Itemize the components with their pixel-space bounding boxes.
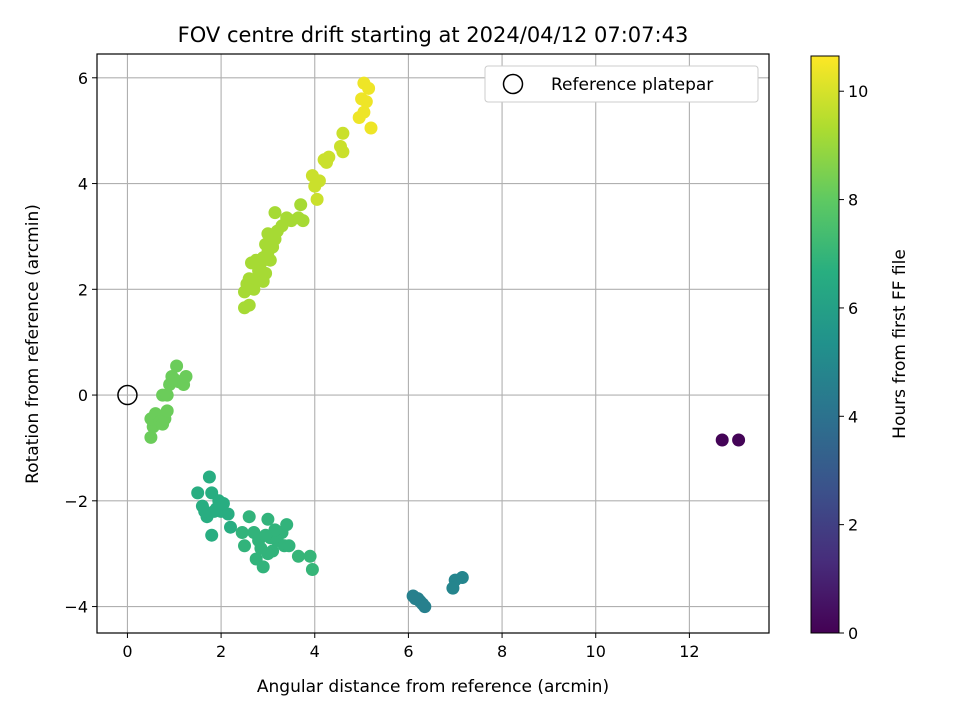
data-point: [715, 433, 729, 447]
data-point: [291, 549, 305, 563]
x-tick-label: 2: [216, 642, 226, 661]
data-point: [202, 470, 216, 484]
data-point: [238, 539, 251, 553]
y-tick-label: 0: [78, 386, 88, 405]
y-tick-label: 4: [78, 175, 88, 194]
colorbar-label: Hours from first FF file: [890, 249, 910, 439]
reference-marker: [117, 384, 138, 406]
x-tick-label: 12: [679, 642, 699, 661]
x-tick-label: 8: [497, 642, 507, 661]
x-tick-label: 6: [403, 642, 413, 661]
plot-area-frame: [96, 53, 770, 634]
reference-platepar-point: [117, 384, 138, 406]
colorbar-tick-label: 6: [848, 299, 858, 318]
data-point: [268, 206, 282, 220]
data-point: [282, 539, 296, 553]
data-point: [305, 563, 319, 576]
data-point: [303, 549, 317, 563]
colorbar-tick-label: 8: [848, 191, 858, 210]
colorbar-tick-label: 10: [848, 82, 868, 101]
legend-box: [484, 65, 759, 103]
data-point: [221, 507, 235, 521]
legend-entry-label: Reference platepar: [551, 75, 713, 95]
data-point: [160, 404, 174, 418]
data-point: [205, 528, 219, 542]
data-point: [191, 486, 205, 500]
data-point: [336, 126, 350, 140]
data-point: [446, 581, 460, 595]
x-tick-label: 10: [586, 642, 606, 661]
data-point: [312, 174, 326, 188]
data-point: [160, 388, 174, 402]
data-point: [261, 512, 275, 526]
data-point: [256, 560, 270, 574]
data-point: [144, 430, 158, 444]
colorbar: 0 2 4 6 8 10 Hours from first FF file: [810, 55, 910, 643]
data-point: [336, 145, 350, 159]
data-point: [224, 520, 237, 534]
data-point: [296, 214, 310, 228]
data-point: [455, 571, 469, 584]
y-axis-ticks: −4 −2 0 2 4 6: [64, 69, 97, 617]
y-tick-label: 2: [78, 280, 88, 299]
x-tick-label: 4: [310, 642, 320, 661]
data-point: [322, 150, 336, 164]
y-axis-label: Rotation from reference (arcmin): [23, 204, 43, 484]
data-point: [408, 592, 422, 606]
y-tick-label: −2: [64, 492, 88, 511]
data-point: [359, 95, 373, 109]
data-point: [245, 256, 258, 270]
chart-title: FOV centre drift starting at 2024/04/12 …: [178, 23, 689, 47]
data-point: [310, 192, 324, 206]
colorbar-tick-label: 2: [848, 516, 858, 535]
x-axis-label: Angular distance from reference (arcmin): [257, 677, 609, 697]
data-point: [294, 198, 308, 212]
data-points: [144, 76, 746, 614]
data-point: [357, 105, 371, 119]
data-point: [209, 502, 223, 516]
data-point: [259, 266, 273, 280]
y-tick-label: −4: [64, 598, 88, 617]
data-point: [198, 504, 212, 518]
data-point: [240, 282, 254, 296]
grid-lines: [97, 54, 769, 633]
data-point: [179, 370, 193, 383]
data-point: [261, 547, 275, 561]
legend: Reference platepar: [484, 65, 759, 103]
x-axis-ticks: 0 2 4 6 8 10 12: [122, 633, 700, 661]
data-point: [732, 433, 746, 447]
data-point: [263, 253, 277, 267]
legend-reference-marker: [502, 73, 524, 95]
data-point: [259, 528, 273, 542]
data-point: [242, 510, 256, 524]
data-point: [362, 81, 376, 95]
data-point: [170, 359, 184, 373]
data-point: [280, 518, 294, 532]
colorbar-gradient: [810, 55, 840, 634]
colorbar-tick-label: 0: [848, 624, 858, 643]
data-point: [364, 121, 378, 135]
data-point: [418, 600, 432, 614]
data-point: [235, 526, 249, 539]
data-point: [242, 298, 256, 312]
colorbar-ticks: 0 2 4 6 8 10: [839, 82, 868, 643]
y-tick-label: 6: [78, 69, 88, 88]
x-tick-label: 0: [122, 642, 132, 661]
colorbar-tick-label: 4: [848, 407, 858, 426]
